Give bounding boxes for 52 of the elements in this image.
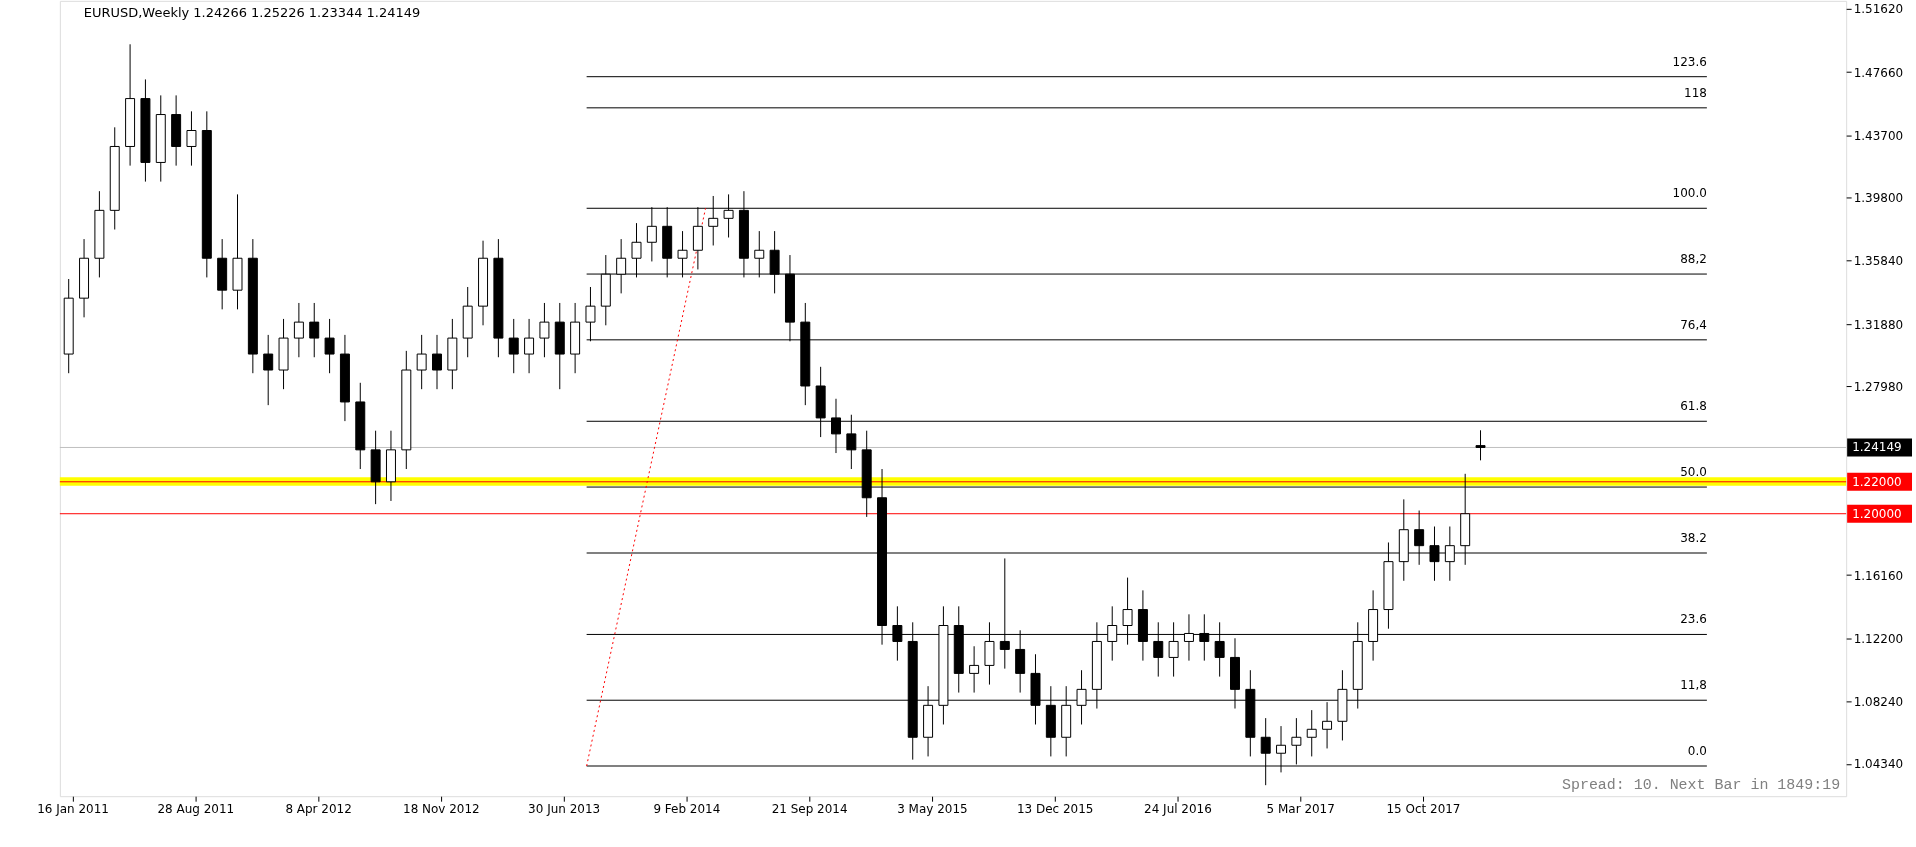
candlestick bbox=[969, 645, 980, 694]
x-tick-label: 3 May 2015 bbox=[897, 801, 968, 816]
y-tick-label: 1.39800 bbox=[1853, 191, 1904, 206]
annotation: 76,4 bbox=[1680, 317, 1707, 332]
x-tick-label: 5 Mar 2017 bbox=[1266, 801, 1335, 816]
chart-title: EURUSD,Weekly 1.24266 1.25226 1.23344 1.24149 bbox=[83, 4, 421, 20]
y-tick-label: 1.16160 bbox=[1853, 568, 1904, 583]
annotation: 11,8 bbox=[1680, 678, 1707, 693]
annotation: 23.6 bbox=[1680, 612, 1707, 627]
y-tick-label: 1.31880 bbox=[1853, 317, 1904, 332]
candlestick bbox=[524, 318, 535, 374]
candlestick bbox=[416, 334, 427, 390]
annotation: 38.2 bbox=[1680, 531, 1707, 546]
y-tick-label: 1.43700 bbox=[1853, 128, 1904, 143]
candlestick bbox=[309, 302, 320, 358]
x-tick-label: 15 Oct 2017 bbox=[1386, 801, 1461, 816]
candlestick bbox=[1306, 709, 1317, 757]
candlestick bbox=[432, 334, 442, 390]
y-tick-label: 1.27980 bbox=[1853, 379, 1904, 394]
annotation: 50.0 bbox=[1680, 465, 1707, 480]
annotation: Spread: 10. Next Bar in 1849:19 bbox=[1561, 777, 1841, 794]
annotation: 0.0 bbox=[1687, 744, 1707, 759]
x-tick-label: 16 Jan 2011 bbox=[37, 801, 109, 816]
annotation: 61.8 bbox=[1680, 399, 1707, 414]
x-tick-label: 28 Aug 2011 bbox=[157, 801, 235, 816]
candlestick bbox=[263, 334, 274, 406]
y-tick-label: 1.04340 bbox=[1853, 757, 1904, 772]
candlestick bbox=[539, 302, 550, 358]
x-tick-label: 21 Sep 2014 bbox=[771, 801, 848, 816]
x-tick-label: 24 Jul 2016 bbox=[1144, 801, 1212, 816]
ref-line-label: 1.24149 bbox=[1852, 440, 1902, 455]
annotation: 100.0 bbox=[1672, 186, 1707, 201]
x-tick-label: 13 Dec 2015 bbox=[1016, 801, 1094, 816]
x-tick-label: 18 Nov 2012 bbox=[403, 801, 480, 816]
y-tick-label: 1.51620 bbox=[1853, 2, 1904, 17]
annotation: 123.6 bbox=[1672, 54, 1707, 69]
ref-line-label: 1.22000 bbox=[1852, 474, 1902, 489]
x-tick-label: 9 Feb 2014 bbox=[653, 801, 721, 816]
x-tick-label: 30 Jun 2013 bbox=[528, 801, 601, 816]
candlestick bbox=[508, 318, 519, 374]
y-tick-label: 1.08240 bbox=[1853, 695, 1904, 709]
candlestick bbox=[324, 318, 335, 374]
annotation: 118 bbox=[1684, 85, 1707, 100]
x-tick-label: 8 Apr 2012 bbox=[285, 801, 352, 816]
candlestick bbox=[293, 302, 304, 358]
y-tick-label: 1.12200 bbox=[1853, 631, 1904, 646]
y-tick-label: 1.47660 bbox=[1853, 65, 1904, 80]
candlestick bbox=[186, 110, 197, 167]
candlestick bbox=[1475, 429, 1486, 461]
annotation: 88,2 bbox=[1680, 252, 1707, 267]
ref-line-label: 1.20000 bbox=[1852, 506, 1902, 521]
y-tick-label: 1.35840 bbox=[1853, 254, 1904, 269]
